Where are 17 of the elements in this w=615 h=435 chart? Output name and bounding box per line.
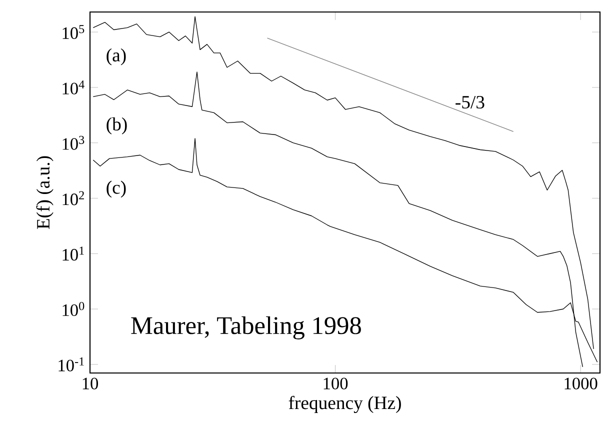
x-tick-label: 10 <box>82 378 98 390</box>
y-tick-label: 10$^{-1}$ <box>58 357 84 372</box>
y-axis-title: E(f) (a.u.) <box>36 156 54 229</box>
annotation: -5/3 <box>456 96 484 109</box>
annotation: Maurer, Tabeling 1998 <box>131 316 361 340</box>
series-label: (a) <box>106 48 126 66</box>
series-label: (b) <box>106 117 127 134</box>
y-tick-label: 10$^{3}$ <box>62 136 84 150</box>
y-tick-label: 10$^{0}$ <box>62 302 84 316</box>
y-tick-label: 10$^{2}$ <box>62 191 84 206</box>
x-axis-title: frequency (Hz) <box>288 396 401 414</box>
x-tick-label: 1000 <box>564 378 598 390</box>
y-tick-label: 10$^{5}$ <box>62 25 84 39</box>
y-tick-label: 10$^{4}$ <box>62 80 84 94</box>
x-tick-label: 100 <box>324 378 348 390</box>
series-label: (c) <box>106 180 126 198</box>
y-tick-label: 10$^{1}$ <box>62 246 84 261</box>
